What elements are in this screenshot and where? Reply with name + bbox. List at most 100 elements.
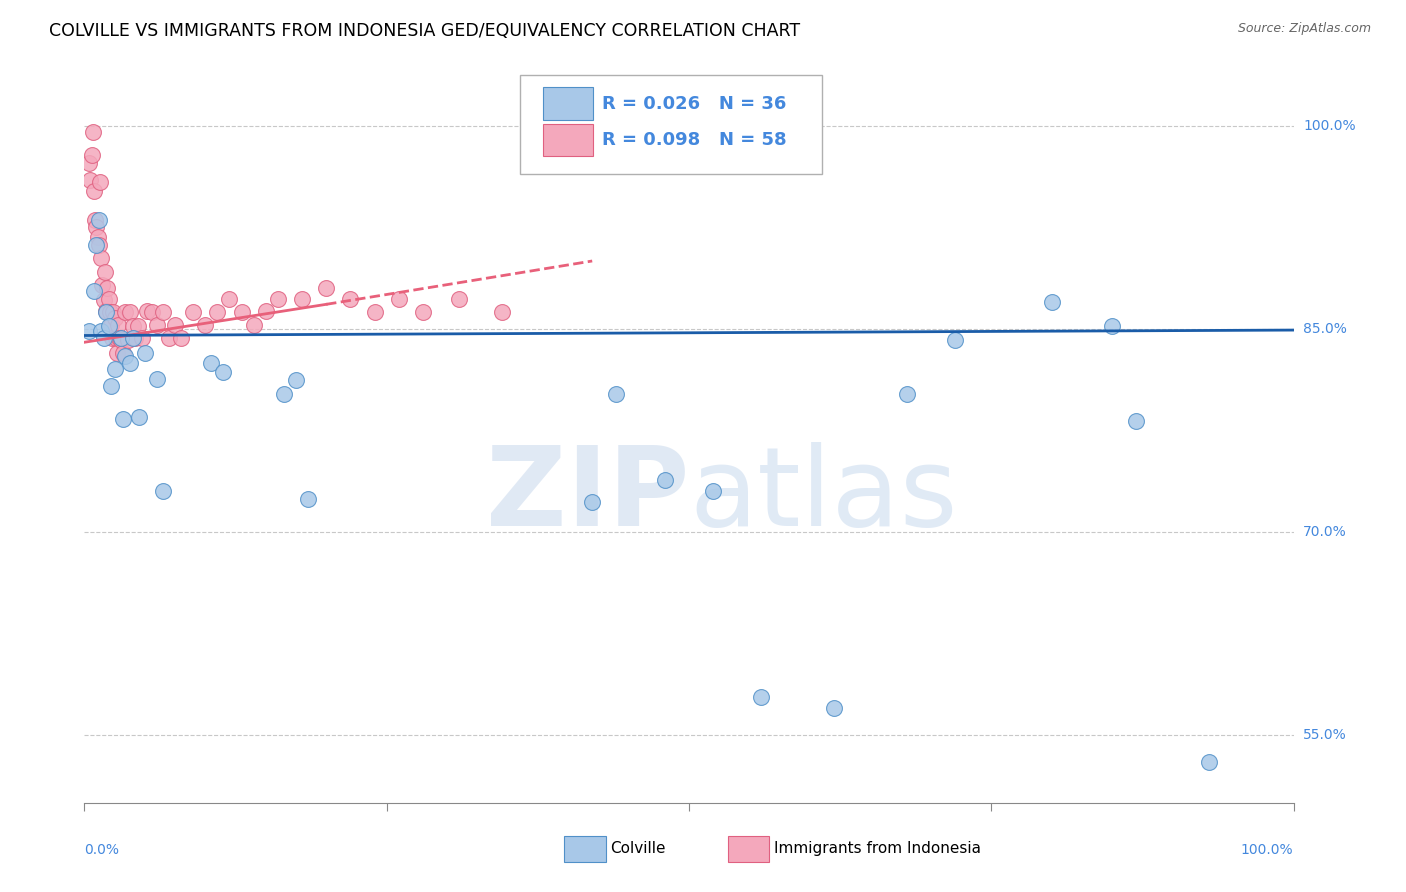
Text: 0.0%: 0.0%: [84, 843, 120, 857]
Point: [100, 378, 122, 392]
Text: 85.0%: 85.0%: [1303, 322, 1347, 335]
FancyBboxPatch shape: [520, 75, 823, 174]
Point: [1125, 414, 1147, 428]
Point: [82, 125, 104, 139]
Text: ZIP: ZIP: [485, 442, 689, 549]
Point: [77, 325, 100, 339]
Point: [90, 325, 112, 339]
Point: [79, 172, 101, 186]
Point: [110, 331, 132, 345]
Point: [315, 281, 337, 295]
Point: [231, 305, 253, 319]
Point: [120, 355, 142, 369]
Point: [103, 305, 125, 319]
Point: [104, 310, 127, 325]
Point: [86, 220, 108, 235]
Point: [136, 304, 159, 318]
Point: [181, 305, 204, 319]
Point: [84, 213, 107, 227]
Point: [112, 346, 135, 360]
Point: [702, 484, 724, 499]
Point: [114, 305, 136, 319]
Point: [96, 281, 118, 295]
Point: [104, 331, 127, 345]
Point: [170, 331, 193, 345]
Point: [254, 304, 277, 318]
Text: Immigrants from Indonesia: Immigrants from Indonesia: [773, 841, 980, 856]
Text: Colville: Colville: [610, 841, 666, 856]
Point: [212, 365, 235, 379]
Point: [654, 474, 676, 488]
Point: [83, 284, 105, 298]
Point: [363, 305, 385, 319]
Point: [108, 331, 131, 345]
Point: [152, 484, 174, 499]
FancyBboxPatch shape: [728, 836, 769, 862]
Point: [134, 346, 156, 360]
Text: 100.0%: 100.0%: [1241, 843, 1294, 857]
Point: [86, 237, 108, 252]
Point: [93, 293, 115, 308]
Point: [77, 156, 100, 170]
Point: [605, 386, 627, 401]
Point: [97, 318, 120, 333]
Point: [80, 148, 103, 162]
Point: [90, 252, 112, 266]
Point: [87, 213, 110, 227]
Point: [449, 292, 471, 306]
FancyBboxPatch shape: [543, 124, 593, 156]
Text: R = 0.098   N = 58: R = 0.098 N = 58: [602, 131, 786, 149]
Point: [273, 386, 295, 401]
Point: [1198, 755, 1220, 769]
Point: [751, 690, 773, 705]
Point: [101, 331, 124, 345]
Point: [124, 331, 146, 345]
Text: 55.0%: 55.0%: [1303, 728, 1347, 742]
Point: [120, 305, 142, 319]
Point: [112, 412, 135, 426]
Point: [146, 372, 169, 386]
Point: [194, 318, 217, 332]
Point: [91, 278, 114, 293]
Point: [93, 331, 115, 345]
Point: [581, 495, 603, 509]
Point: [87, 237, 110, 252]
Point: [297, 492, 319, 507]
Point: [83, 184, 105, 198]
Text: 70.0%: 70.0%: [1303, 524, 1347, 539]
Point: [94, 305, 117, 319]
Point: [127, 318, 149, 333]
Point: [165, 318, 187, 332]
Point: [896, 386, 918, 401]
Point: [131, 331, 153, 345]
Point: [1040, 294, 1063, 309]
Point: [291, 292, 314, 306]
Point: [128, 409, 150, 424]
Point: [105, 346, 128, 360]
Text: Source: ZipAtlas.com: Source: ZipAtlas.com: [1237, 22, 1371, 36]
Point: [943, 333, 966, 347]
Point: [86, 229, 108, 244]
Point: [104, 362, 127, 376]
Point: [284, 373, 308, 387]
Point: [412, 305, 434, 319]
Point: [141, 305, 163, 319]
Point: [107, 318, 129, 332]
Point: [100, 318, 122, 332]
Point: [121, 318, 143, 333]
Point: [388, 292, 411, 306]
Point: [146, 318, 169, 332]
Point: [98, 305, 121, 319]
Point: [1101, 318, 1123, 333]
Point: [491, 305, 513, 319]
FancyBboxPatch shape: [543, 87, 593, 120]
Point: [242, 318, 264, 332]
Point: [89, 176, 111, 190]
Text: atlas: atlas: [689, 442, 957, 549]
Point: [94, 304, 117, 318]
Point: [157, 331, 180, 345]
Point: [339, 292, 361, 306]
Point: [117, 333, 139, 347]
Point: [94, 265, 117, 279]
Point: [110, 333, 132, 347]
